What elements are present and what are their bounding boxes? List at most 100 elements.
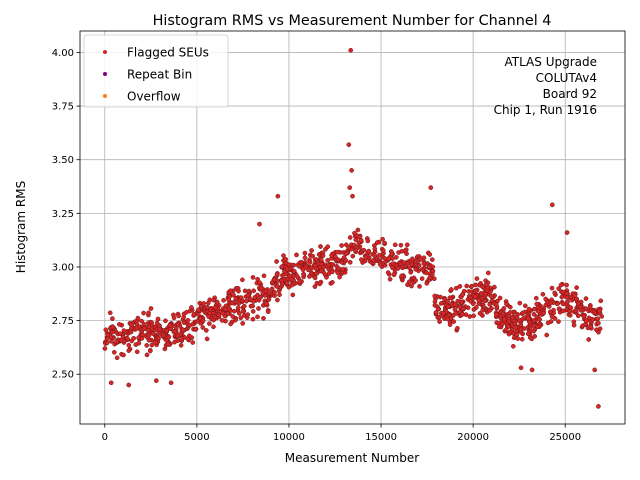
data-point — [575, 313, 581, 319]
data-point — [515, 336, 521, 341]
data-point — [377, 252, 382, 258]
data-point — [329, 252, 334, 258]
data-point — [597, 308, 602, 314]
data-point — [279, 264, 285, 270]
data-point — [139, 318, 144, 324]
outlier-point — [257, 221, 262, 227]
data-point — [339, 243, 344, 248]
data-point — [468, 298, 473, 304]
data-point — [110, 316, 115, 321]
data-point — [221, 297, 226, 303]
data-point — [507, 310, 513, 315]
data-point — [185, 336, 191, 342]
data-point — [389, 251, 395, 257]
data-point — [240, 308, 246, 314]
data-point — [146, 310, 151, 316]
data-point — [128, 329, 134, 335]
data-point — [583, 318, 589, 324]
data-point — [548, 300, 553, 306]
data-point — [337, 274, 342, 280]
data-point — [163, 318, 168, 324]
data-point — [207, 321, 212, 326]
data-point — [480, 284, 485, 290]
data-point — [366, 248, 372, 254]
data-point — [330, 262, 336, 267]
data-point — [193, 327, 198, 332]
data-point — [211, 324, 216, 330]
data-point — [238, 295, 244, 300]
data-point — [598, 298, 604, 304]
data-point — [240, 321, 246, 326]
data-point — [233, 296, 239, 301]
data-point — [198, 304, 204, 310]
data-point — [555, 301, 560, 307]
data-point — [274, 284, 280, 289]
data-point — [220, 310, 226, 316]
data-point — [473, 282, 478, 288]
data-point — [240, 277, 245, 283]
data-point — [283, 256, 289, 262]
data-point — [307, 260, 313, 265]
data-point — [487, 307, 493, 313]
data-point — [175, 333, 181, 339]
outlier-point — [349, 168, 354, 173]
data-point — [160, 333, 166, 338]
data-point — [135, 315, 141, 321]
data-point — [452, 302, 458, 307]
data-point — [314, 271, 319, 276]
data-point — [480, 307, 486, 313]
data-point — [581, 314, 587, 319]
data-point — [440, 311, 446, 316]
data-point — [506, 331, 512, 337]
data-point — [497, 295, 503, 301]
data-point — [477, 311, 483, 316]
data-point — [231, 308, 237, 314]
data-point — [417, 284, 422, 289]
data-point — [371, 257, 376, 263]
data-point — [448, 287, 454, 292]
plot-frame — [79, 30, 626, 425]
data-point — [588, 324, 594, 330]
y-tick-label: 3.50 — [52, 155, 74, 166]
data-point — [447, 322, 453, 328]
data-point — [398, 242, 404, 248]
data-point — [335, 249, 341, 255]
data-point — [126, 342, 132, 348]
data-point — [471, 313, 476, 319]
data-point — [564, 295, 570, 300]
data-point — [284, 266, 290, 272]
outlier-point — [564, 230, 570, 235]
data-point — [520, 310, 526, 316]
data-point — [291, 268, 297, 274]
data-point — [307, 273, 312, 279]
y-axis-ticks: 2.50 2.75 3.00 3.25 3.50 3.75 4.00 — [52, 48, 80, 381]
data-point — [397, 261, 403, 267]
data-point — [351, 242, 357, 248]
data-point — [596, 320, 601, 326]
data-point — [574, 285, 579, 290]
data-point — [313, 266, 319, 272]
data-point — [326, 262, 331, 268]
data-point — [276, 288, 282, 294]
data-point — [586, 337, 592, 342]
data-point — [144, 352, 150, 358]
data-point — [372, 253, 378, 259]
data-point — [319, 268, 324, 274]
data-point — [104, 336, 110, 341]
annotation-line-3: Board 92 — [543, 87, 597, 101]
data-point — [552, 316, 558, 321]
data-point — [335, 270, 341, 276]
data-point — [312, 275, 318, 281]
data-point — [575, 301, 581, 306]
data-point — [485, 270, 491, 276]
data-point — [245, 312, 251, 317]
data-point — [471, 307, 477, 312]
data-point — [233, 317, 238, 323]
data-point — [537, 317, 543, 322]
data-point — [499, 321, 505, 327]
outlier-point — [275, 193, 281, 199]
data-point — [228, 321, 233, 327]
data-point — [595, 316, 601, 322]
data-point — [540, 291, 546, 297]
